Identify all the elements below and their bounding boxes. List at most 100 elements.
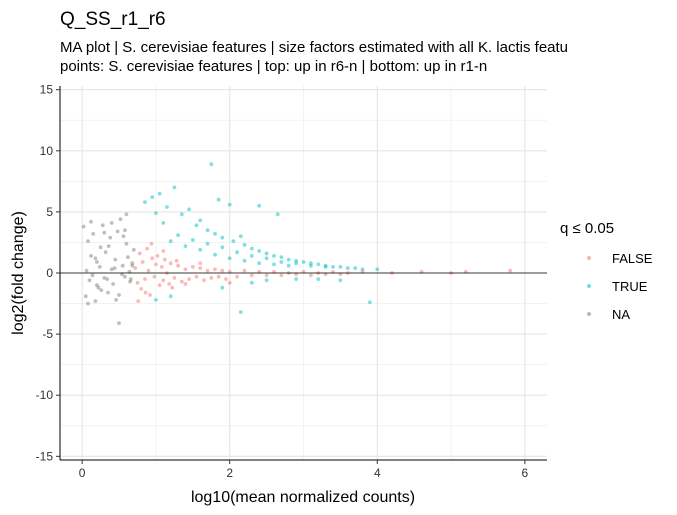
- point-na: [109, 267, 114, 272]
- point-true: [249, 246, 254, 251]
- point-true: [275, 212, 280, 217]
- point-false: [264, 273, 269, 278]
- point-na: [118, 217, 123, 222]
- point-true: [264, 256, 269, 261]
- point-na: [98, 245, 103, 250]
- point-true: [257, 249, 262, 253]
- point-na: [86, 239, 90, 244]
- point-na: [117, 293, 121, 297]
- point-true: [301, 260, 306, 264]
- point-false: [140, 260, 145, 264]
- point-true: [353, 266, 358, 270]
- point-false: [279, 273, 284, 278]
- point-false: [224, 277, 228, 281]
- point-false: [145, 246, 150, 251]
- point-true: [227, 202, 232, 207]
- point-true: [286, 257, 291, 262]
- y-axis-title: log2(fold change): [10, 211, 27, 335]
- chart-subtitle-line-2: points: S. cerevisiae features | top: up…: [60, 58, 487, 75]
- point-na: [102, 276, 107, 280]
- point-true: [249, 254, 254, 258]
- point-false: [157, 283, 162, 288]
- legend: FALSE TRUE NA: [587, 251, 653, 322]
- point-true: [257, 261, 262, 266]
- point-na: [84, 268, 89, 273]
- point-na: [100, 223, 105, 228]
- point-na: [89, 219, 93, 224]
- point-true: [220, 235, 225, 240]
- point-false: [149, 241, 154, 246]
- point-true: [179, 212, 184, 217]
- point-true: [220, 245, 225, 250]
- point-false: [209, 276, 214, 280]
- x-axis-title: log10(mean normalized counts): [191, 489, 415, 506]
- point-true: [194, 223, 199, 228]
- point-false: [190, 265, 195, 269]
- point-na: [103, 250, 108, 255]
- point-false: [176, 263, 181, 268]
- point-na: [126, 255, 130, 259]
- x-tick-label: 0: [79, 466, 86, 480]
- point-na: [124, 212, 129, 217]
- point-false: [227, 280, 232, 285]
- point-false: [202, 278, 206, 283]
- point-na: [111, 282, 115, 286]
- point-true: [165, 205, 169, 209]
- point-na: [91, 232, 96, 236]
- point-true: [231, 239, 236, 244]
- point-true: [205, 228, 210, 233]
- point-true: [309, 263, 313, 268]
- point-na: [121, 234, 126, 239]
- point-false: [216, 274, 221, 279]
- data-points: [81, 162, 512, 325]
- point-na: [120, 263, 125, 268]
- point-true: [143, 200, 147, 205]
- point-true: [286, 263, 291, 268]
- point-true: [316, 277, 321, 281]
- point-true: [198, 218, 203, 223]
- y-tick-label: 5: [46, 205, 53, 219]
- point-true: [220, 285, 225, 290]
- point-na: [124, 241, 129, 246]
- point-false: [179, 279, 184, 284]
- point-na: [112, 266, 117, 270]
- point-false: [146, 268, 151, 273]
- point-false: [137, 251, 142, 256]
- legend-key-false: [587, 256, 591, 260]
- point-true: [176, 233, 181, 238]
- point-true: [238, 310, 243, 314]
- point-na: [109, 221, 114, 225]
- point-na: [90, 273, 95, 278]
- point-false: [152, 274, 157, 279]
- point-true: [264, 251, 269, 256]
- legend-label-false: FALSE: [612, 251, 653, 266]
- point-na: [123, 274, 127, 279]
- point-false: [198, 261, 203, 266]
- point-na: [93, 299, 98, 303]
- point-false: [183, 267, 188, 272]
- point-na: [106, 290, 110, 295]
- point-true: [272, 262, 276, 267]
- y-tick-label: 10: [40, 144, 54, 158]
- point-false: [162, 257, 167, 262]
- point-false: [168, 261, 173, 266]
- point-false: [150, 256, 155, 261]
- point-false: [198, 266, 203, 270]
- point-true: [360, 267, 365, 272]
- point-true: [294, 277, 298, 281]
- point-true: [238, 234, 243, 239]
- point-na: [105, 277, 110, 281]
- point-na: [128, 277, 133, 281]
- point-na: [113, 257, 118, 262]
- point-true: [375, 267, 380, 272]
- y-tick-label: -15: [36, 449, 54, 463]
- point-false: [154, 262, 158, 267]
- y-tick-label: -5: [42, 327, 53, 341]
- point-true: [172, 185, 177, 190]
- point-true: [213, 232, 217, 236]
- point-true: [264, 278, 269, 283]
- point-true: [150, 195, 155, 200]
- point-false: [220, 268, 225, 273]
- point-true: [257, 203, 262, 208]
- point-false: [143, 277, 147, 281]
